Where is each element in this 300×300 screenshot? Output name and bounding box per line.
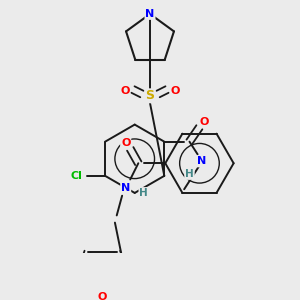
Text: O: O — [98, 292, 107, 300]
Text: N: N — [121, 183, 130, 194]
Text: H: H — [185, 169, 194, 179]
Text: Cl: Cl — [70, 171, 82, 181]
Text: N: N — [146, 9, 154, 19]
Text: S: S — [146, 89, 154, 102]
Text: O: O — [121, 139, 130, 148]
Text: O: O — [170, 86, 180, 96]
Text: H: H — [139, 188, 148, 198]
Text: O: O — [199, 117, 208, 127]
Text: O: O — [120, 86, 130, 96]
Text: N: N — [197, 157, 207, 166]
